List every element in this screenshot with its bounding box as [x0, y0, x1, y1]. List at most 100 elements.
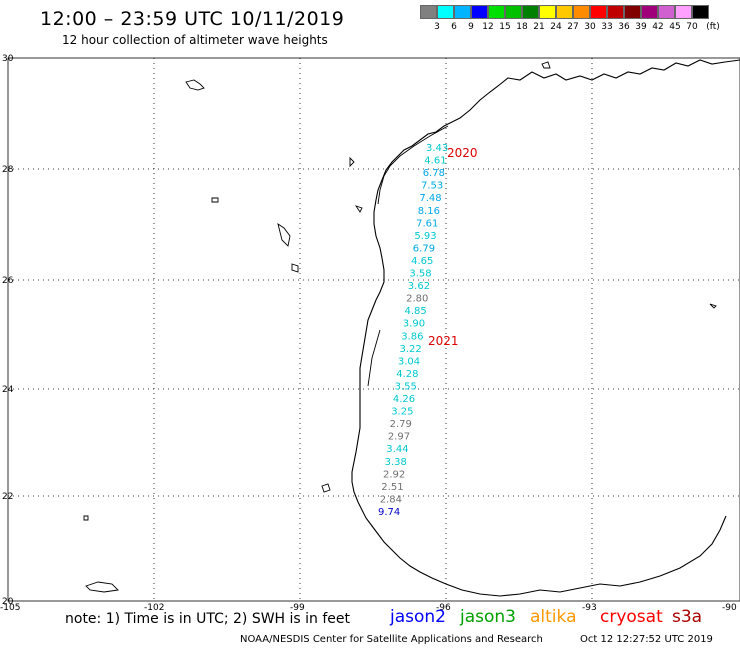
legend-swatch: [607, 5, 624, 19]
longitude-label: -105: [0, 603, 20, 613]
wave-height-value: 7.53: [421, 181, 443, 192]
legend-label: 42: [652, 22, 664, 32]
map-subtitle: 12 hour collection of altimeter wave hei…: [62, 33, 328, 47]
wave-height-value: 4.26: [393, 394, 415, 405]
island: [291, 263, 299, 273]
wave-height-value: 5.93: [414, 231, 436, 242]
credit-text: NOAA/NESDIS Center for Satellite Applica…: [240, 634, 543, 645]
wave-height-value: 6.79: [413, 243, 435, 254]
island: [211, 197, 219, 203]
legend-swatch: [624, 5, 641, 19]
legend-swatch: [454, 5, 471, 19]
wave-height-value: 3.90: [403, 319, 425, 330]
wave-height-value: 3.58: [409, 269, 431, 280]
legend-label: 36: [618, 22, 630, 32]
longitude-label: -90: [722, 603, 737, 613]
longitude-label: -96: [436, 603, 451, 613]
legend-label: 12: [482, 22, 494, 32]
latitude-label: 20: [2, 597, 14, 607]
satellite-label-s3a: s3a: [672, 607, 703, 627]
legend-label: 30: [584, 22, 596, 32]
legend-swatch: [556, 5, 573, 19]
longitude-label: -99: [290, 603, 305, 613]
legend-swatch: [420, 5, 437, 19]
latitude-label: 30: [2, 54, 14, 64]
wave-height-value: 2.51: [381, 482, 403, 493]
map-title: 12:00 – 23:59 UTC 10/11/2019: [40, 8, 345, 30]
satellite-label-altika: altika: [530, 607, 577, 627]
map-frame: [7, 57, 740, 602]
wave-height-labels: 3.43 4.616.78 7.537.48 8.167.61 5.936.79 4.65…: [378, 143, 478, 518]
island: [85, 581, 119, 593]
footer-note: note: 1) Time is in UTC; 2) SWH is in fe…: [65, 611, 351, 627]
legend-swatch: [522, 5, 539, 19]
wave-height-value: 3.38: [385, 457, 407, 468]
legend-label: (ft): [706, 22, 720, 32]
legend-label: 21: [533, 22, 545, 32]
legend-label: 9: [468, 22, 474, 32]
legend-swatch: [641, 5, 658, 19]
island: [349, 156, 355, 168]
latitude-label: 22: [2, 492, 13, 502]
longitude-label: -102: [144, 603, 164, 613]
island: [321, 483, 331, 493]
graticule: [8, 58, 740, 601]
latitude-label: 28: [2, 165, 14, 175]
legend-swatch: [573, 5, 590, 19]
wave-height-value: 3.55: [395, 382, 417, 393]
axis-labels: 30 28 26 24 22 20-105 -102 -99 -96 -93 -90: [0, 54, 737, 613]
wave-height-value: 4.65: [411, 256, 433, 267]
wave-height-value: 7.48: [419, 193, 441, 204]
color-legend: [420, 5, 709, 19]
legend-swatch: [505, 5, 522, 19]
barrier-island: [377, 125, 449, 205]
satellite-label-jason3: jason3: [460, 607, 516, 627]
wave-height-value: 4.61: [424, 156, 446, 167]
year-label: 2021: [428, 334, 459, 348]
wave-height-value: 6.78: [423, 168, 445, 179]
wave-height-value: 3.43: [426, 143, 448, 154]
legend-label: 45: [669, 22, 681, 32]
legend-label: 33: [601, 22, 613, 32]
island: [354, 205, 363, 213]
legend-label: 24: [550, 22, 562, 32]
island: [185, 79, 205, 91]
island: [83, 515, 89, 521]
longitude-label: -93: [582, 603, 597, 613]
legend-swatch: [437, 5, 454, 19]
wave-height-value: 3.44: [386, 444, 408, 455]
latitude-label: 24: [2, 385, 14, 395]
legend-label: 39: [635, 22, 647, 32]
legend-label: 15: [499, 22, 511, 32]
wave-height-value: 2.84: [380, 494, 402, 505]
legend-swatch: [590, 5, 607, 19]
legend-swatch: [471, 5, 488, 19]
wave-height-value: 9.74: [378, 507, 400, 518]
island: [541, 61, 551, 69]
wave-height-value: 7.61: [416, 218, 438, 229]
legend-label: 27: [567, 22, 579, 32]
coastline: [351, 59, 740, 597]
wave-height-value: 3.86: [401, 331, 423, 342]
wave-height-value: 2.80: [406, 294, 428, 305]
legend-label: 6: [451, 22, 457, 32]
wave-height-value: 3.04: [398, 356, 420, 367]
island: [277, 222, 291, 247]
legend-swatch: [675, 5, 692, 19]
wave-height-value: 3.25: [391, 407, 413, 418]
legend-label: 70: [686, 22, 698, 32]
legend-swatch: [488, 5, 505, 19]
wave-height-value: 3.62: [408, 281, 430, 292]
wave-height-value: 4.28: [396, 369, 418, 380]
wave-height-value: 2.79: [390, 419, 412, 430]
wave-height-value: 8.16: [418, 206, 440, 217]
wave-height-value: 3.22: [400, 344, 422, 355]
latitude-label: 26: [2, 276, 14, 286]
legend-swatch: [539, 5, 556, 19]
timestamp-text: Oct 12 12:27:52 UTC 2019: [580, 634, 713, 645]
legend-label: 3: [434, 22, 440, 32]
satellite-label-cryosat: cryosat: [600, 607, 663, 627]
island: [709, 303, 717, 309]
legend-swatch: [692, 5, 709, 19]
